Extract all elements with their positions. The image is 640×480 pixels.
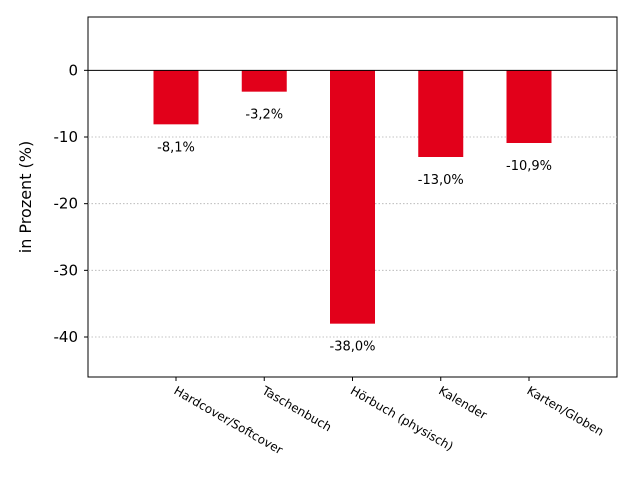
y-axis-ticks: 0 -10 -20 -30 -40 xyxy=(54,61,88,346)
data-label: -8,1% xyxy=(157,140,195,155)
y-tick-label: -40 xyxy=(54,328,79,346)
y-tick-label: -10 xyxy=(54,128,79,146)
bar xyxy=(330,70,375,324)
data-labels: -8,1% -3,2% -38,0% -13,0% -10,9% xyxy=(157,108,552,355)
bars xyxy=(153,70,552,324)
x-tick-label: Taschenbuch xyxy=(259,383,334,434)
data-label: -38,0% xyxy=(330,340,376,355)
gridlines xyxy=(88,136,617,338)
y-tick-label: 0 xyxy=(68,61,78,79)
y-tick-label: -30 xyxy=(54,261,79,279)
y-axis-title: in Prozent (%) xyxy=(16,141,35,253)
data-label: -3,2% xyxy=(245,108,283,123)
bar xyxy=(506,70,552,143)
bar xyxy=(241,70,287,92)
y-tick-label: -20 xyxy=(54,195,79,213)
bar xyxy=(418,70,464,157)
x-tick-label: Karten/Globen xyxy=(525,383,607,438)
bar xyxy=(153,70,199,125)
x-tick-label: Kalender xyxy=(436,383,489,422)
data-label: -10,9% xyxy=(506,159,552,174)
data-label: -13,0% xyxy=(418,173,464,188)
